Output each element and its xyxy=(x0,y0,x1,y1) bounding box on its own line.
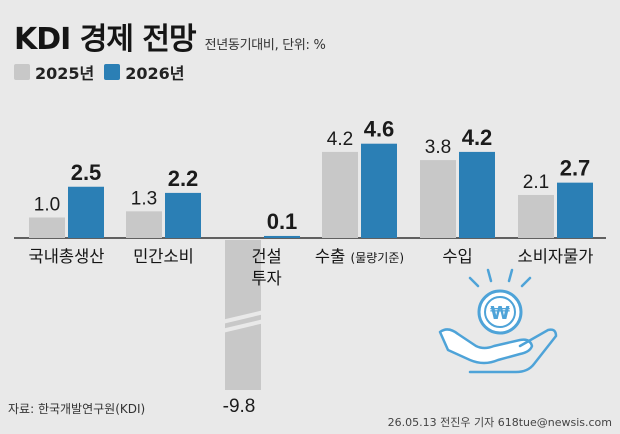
value-label-2026년-건설투자: 0.1 xyxy=(267,209,298,234)
category-label-수입: 수입 xyxy=(442,247,472,266)
bar-2025년-민간소비 xyxy=(126,211,162,238)
legend: 2025년 2026년 xyxy=(14,60,195,84)
title-row: KDI 경제 전망 전년동기대비, 단위: % xyxy=(14,14,326,58)
won-coin-icon: ₩ xyxy=(438,268,558,374)
bar-2025년-소비자물가 xyxy=(518,194,554,238)
legend-label-2025: 2025년 xyxy=(35,64,95,83)
value-label-2026년-수출(물량기준): 4.6 xyxy=(364,117,395,142)
category-label-소비자물가: 소비자물가 xyxy=(518,247,594,266)
category-label-note: (물량기준) xyxy=(351,251,405,265)
bar-2026년-건설투자 xyxy=(264,235,300,238)
value-label-2026년-수입: 4.2 xyxy=(462,125,493,150)
source-note: 자료: 한국개발연구원(KDI) xyxy=(8,402,146,416)
legend-item-2026: 2026년 xyxy=(104,60,185,84)
legend-item-2025: 2025년 xyxy=(14,60,94,84)
legend-swatch-2026 xyxy=(104,64,121,80)
category-label-국내총생산: 국내총생산 xyxy=(29,247,105,266)
legend-label-2026: 2026년 xyxy=(125,64,185,83)
bar-2026년-수출(물량기준) xyxy=(361,143,397,238)
chart-title: KDI 경제 전망 xyxy=(14,22,197,57)
axis-break-mark xyxy=(221,310,265,324)
bar-2025년-수입 xyxy=(420,160,456,238)
axis-break-mark xyxy=(221,319,265,333)
value-label-2025년-수출(물량기준): 4.2 xyxy=(327,129,353,150)
value-label-2025년-건설투자: -9.8 xyxy=(223,396,256,417)
chart-subtitle: 전년동기대비, 단위: % xyxy=(204,38,326,53)
value-label-2026년-국내총생산: 2.5 xyxy=(71,160,102,185)
credit-line: 26.05.13 전진우 기자 618tue@newsis.com xyxy=(387,416,612,429)
value-label-2025년-수입: 3.8 xyxy=(425,137,451,158)
svg-text:₩: ₩ xyxy=(490,303,510,324)
bar-2026년-국내총생산 xyxy=(68,186,104,238)
value-label-2026년-민간소비: 2.2 xyxy=(168,166,199,191)
category-label-건설투자: 건설 xyxy=(251,247,281,266)
legend-swatch-2025 xyxy=(14,64,30,80)
bar-2025년-국내총생산 xyxy=(29,217,65,238)
bar-2026년-소비자물가 xyxy=(557,182,593,238)
bar-2026년-민간소비 xyxy=(165,192,201,238)
value-label-2026년-소비자물가: 2.7 xyxy=(560,156,591,181)
value-label-2025년-소비자물가: 2.1 xyxy=(523,172,549,193)
category-label-수출(물량기준): 수출 (물량기준) xyxy=(315,247,404,266)
bar-2025년-수출(물량기준) xyxy=(322,151,358,238)
category-label-민간소비: 민간소비 xyxy=(133,247,194,266)
bar-2026년-수입 xyxy=(459,151,495,238)
value-label-2025년-국내총생산: 1.0 xyxy=(34,195,60,216)
value-label-2025년-민간소비: 1.3 xyxy=(131,188,157,209)
category-label-건설투자-line2: 투자 xyxy=(251,269,281,288)
